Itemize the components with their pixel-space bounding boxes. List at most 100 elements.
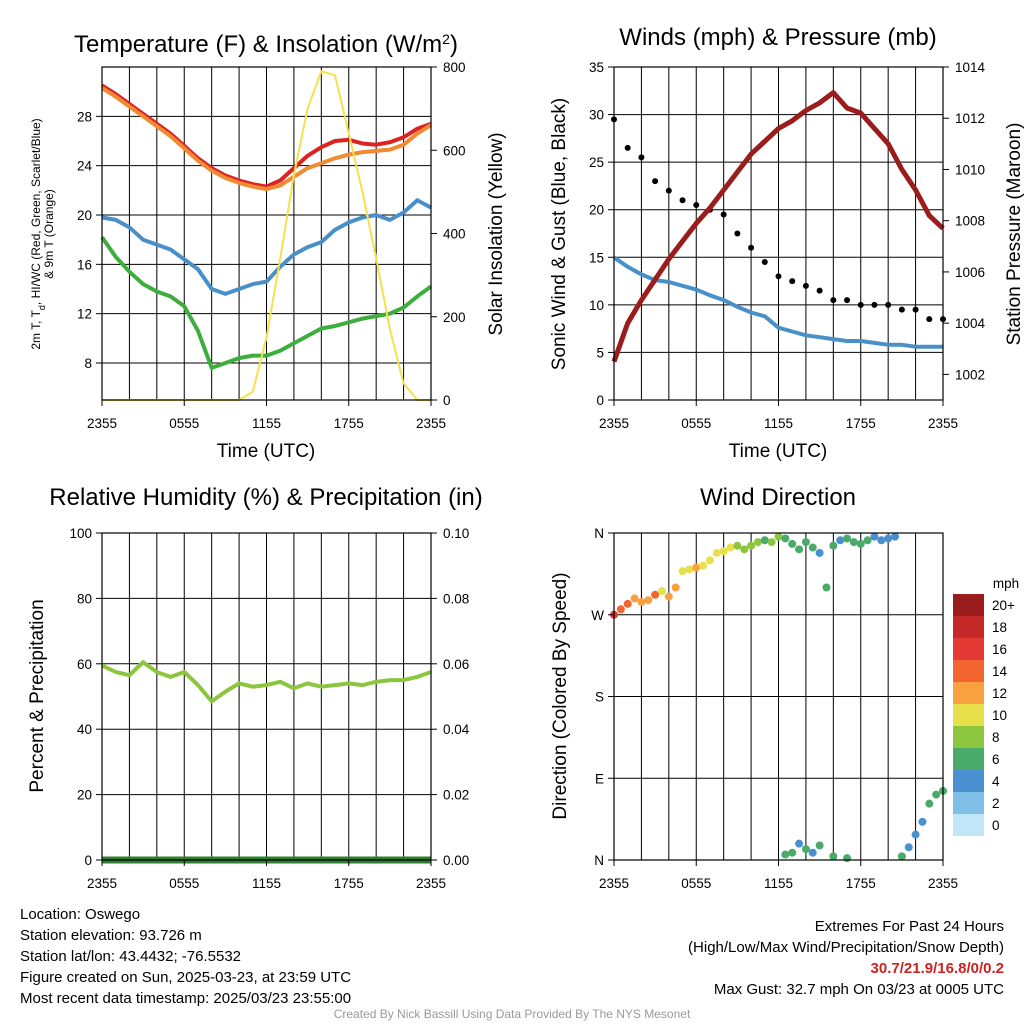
gust-point — [734, 230, 741, 237]
temperature-ylabel: 2m T, Td, HI/WC (Red, Green, Scarlet/Blu… — [29, 118, 56, 349]
humidity-xtick-1755: 1755 — [334, 876, 364, 891]
temperature-ytick: 24 — [77, 159, 93, 174]
direction-point — [712, 548, 721, 557]
direction-point — [856, 539, 865, 548]
humidity-y2tick: 0.02 — [443, 788, 469, 803]
colorbar-label: 2 — [992, 796, 1000, 811]
direction-point — [808, 848, 817, 857]
humidity-ylabel: Percent & Precipitation — [27, 599, 48, 792]
direction-point — [733, 541, 742, 550]
direction-point — [815, 548, 824, 557]
direction-point — [932, 790, 941, 799]
direction-point — [657, 587, 666, 596]
gust-point — [926, 316, 933, 323]
humidity-ytick: 100 — [69, 526, 92, 541]
winds-xtick-2355: 2355 — [599, 416, 629, 431]
series-rh — [101, 660, 432, 704]
temperature-ylabel-part2: , HI/WC (Red, Green, Scarlet/Blue) — [29, 118, 43, 305]
direction-point — [836, 536, 845, 545]
extremes-subtitle: (High/Low/Max Wind/Precipitation/Snow De… — [688, 939, 1004, 956]
wind-direction-xtick-2355: 2355 — [599, 876, 629, 891]
winds-ytick: 15 — [589, 250, 604, 265]
direction-point — [788, 848, 797, 857]
gust-point — [857, 301, 864, 308]
temperature-ytick: 12 — [77, 307, 92, 322]
winds-ytick: 10 — [589, 298, 604, 313]
humidity-xtick-2355: 2355 — [87, 876, 117, 891]
gust-point — [885, 301, 892, 308]
winds-y2tick: 1010 — [955, 162, 985, 177]
direction-point — [925, 799, 934, 808]
colorbar-label: 10 — [992, 708, 1007, 723]
direction-point — [801, 538, 810, 547]
gust-point — [638, 154, 645, 161]
direction-point — [623, 599, 632, 608]
direction-point — [815, 841, 824, 850]
credit-line: Created By Nick Bassill Using Data Provi… — [333, 1007, 691, 1021]
station-latlon: Station lat/lon: 43.4432; -76.5532 — [20, 948, 242, 965]
wind-direction-ylabel: Direction (Colored By Speed) — [550, 572, 571, 819]
direction-point — [651, 590, 660, 599]
winds-y2tick: 1014 — [955, 60, 986, 75]
colorbar-label: 16 — [992, 642, 1007, 657]
temperature-title-text: Temperature (F) & Insolation (W/m — [74, 31, 442, 58]
colorbar-label: 8 — [992, 730, 1000, 745]
direction-point — [897, 852, 906, 861]
wind-direction-grid — [614, 532, 943, 861]
direction-point — [884, 534, 893, 543]
wind-direction-ytick: N — [594, 526, 604, 541]
colorbar: 20+ 18 16 14 12 10 8 6 4 2 0 — [953, 594, 1015, 836]
winds-ytick: 30 — [589, 108, 604, 123]
humidity-ytick: 0 — [84, 853, 92, 868]
gust-point — [802, 282, 809, 289]
humidity-ytick: 80 — [77, 591, 92, 606]
temperature-ytick: 16 — [77, 257, 92, 272]
temperature-xtick-1155: 1155 — [252, 416, 281, 431]
colorbar-label: 6 — [992, 752, 1000, 767]
humidity-title: Relative Humidity (%) & Precipitation (i… — [49, 484, 482, 511]
colorbar-swatch — [953, 748, 984, 770]
humidity-ticks: 2355 0555 1155 1755 2355 0 20 40 60 80 100 0.00 0.02… — [69, 526, 469, 891]
direction-point — [685, 565, 694, 574]
direction-point — [795, 839, 804, 848]
gust-point — [720, 211, 727, 218]
temperature-panel: Temperature (F) & Insolation (W/m2) 2355… — [29, 31, 507, 462]
humidity-grid — [102, 532, 431, 861]
direction-point — [781, 534, 790, 543]
temperature-title: Temperature (F) & Insolation (W/m2) — [74, 31, 458, 58]
winds-ylabel: Sonic Wind & Gust (Blue, Black) — [549, 98, 570, 370]
station-location: Location: Oswego — [20, 906, 141, 923]
gust-point — [830, 297, 837, 304]
recent-timestamp: Most recent data timestamp: 2025/03/23 2… — [20, 990, 352, 1007]
direction-point — [788, 539, 797, 548]
winds-ytick: 0 — [596, 393, 604, 408]
direction-point — [699, 561, 708, 570]
direction-point — [616, 605, 625, 614]
series-9m-t — [100, 86, 433, 192]
humidity-y2tick: 0.06 — [443, 657, 469, 672]
direction-point — [678, 567, 687, 576]
winds-grid — [614, 66, 943, 401]
station-info: Location: Oswego Station elevation: 93.7… — [20, 904, 351, 1009]
colorbar-swatch — [953, 704, 984, 726]
direction-point — [801, 845, 810, 854]
temperature-ylabel-line1: 2m T, Td, HI/WC (Red, Green, Scarlet/Blu… — [29, 118, 47, 349]
figure-created: Figure created on Sun, 2025-03-23, at 23… — [20, 969, 352, 986]
extremes-values: 30.7/21.9/16.8/0/0.2 — [870, 960, 1004, 977]
winds-ytick: 35 — [589, 60, 604, 75]
temperature-ylabel-sub: d — [37, 305, 47, 310]
winds-y2tick: 1008 — [955, 214, 985, 229]
colorbar-swatch — [953, 682, 984, 704]
wind-direction-title: Wind Direction — [700, 484, 856, 511]
winds-y2tick: 1002 — [955, 367, 985, 382]
temperature-y2tick: 400 — [443, 227, 466, 242]
temperature-ytick: 20 — [77, 208, 92, 223]
winds-xtick-1155: 1155 — [764, 416, 793, 431]
winds-ticks: 2355 0555 1155 1755 2355 0 5 10 15 20 25 30 35 1002 10… — [589, 60, 986, 431]
direction-point — [692, 563, 701, 572]
temperature-y2tick: 200 — [443, 310, 466, 325]
temperature-xtick-1755: 1755 — [334, 416, 364, 431]
humidity-xtick-2355: 2355 — [416, 876, 446, 891]
colorbar-swatch — [953, 660, 984, 682]
wind-direction-xtick-1755: 1755 — [846, 876, 876, 891]
